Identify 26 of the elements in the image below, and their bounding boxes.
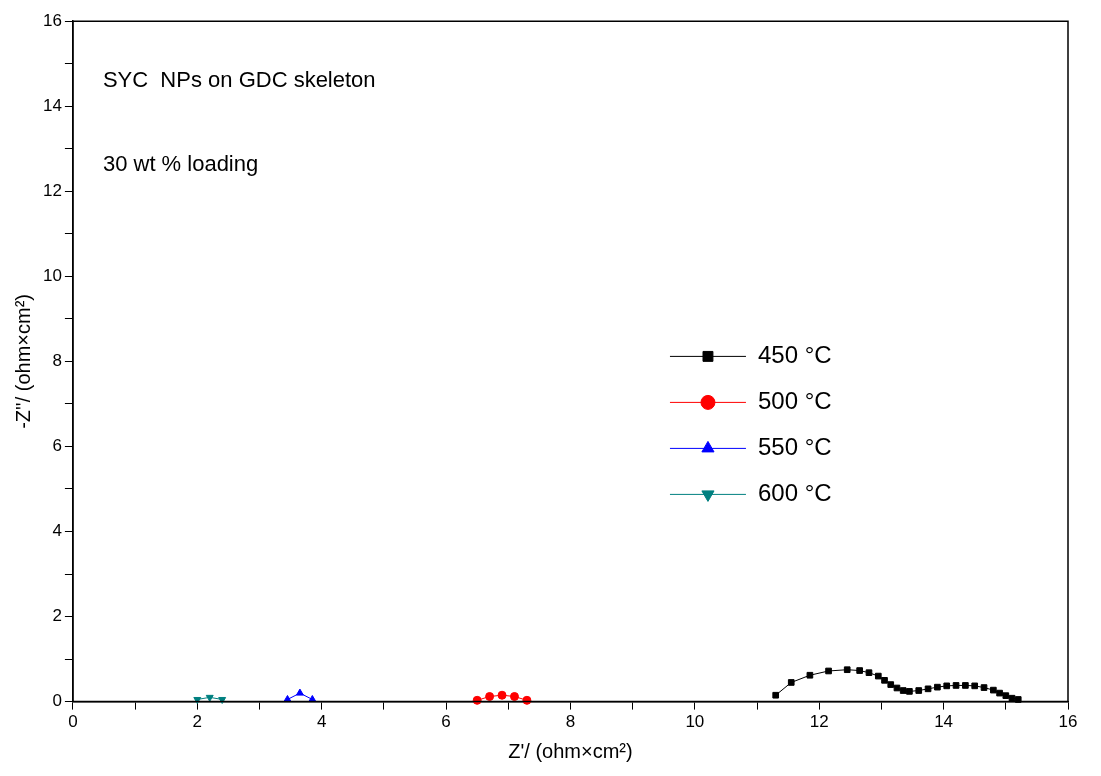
annotation: 30 wt % loading (102, 151, 259, 177)
y-tick-label: 10 (42, 266, 62, 286)
y-tick-label: 14 (42, 95, 62, 115)
legend-label: 550 °C (757, 433, 832, 461)
y-tick-label: 4 (52, 521, 62, 541)
x-tick-label: 14 (934, 712, 954, 732)
x-tick-label: 12 (809, 712, 829, 732)
x-tick-label: 16 (1058, 712, 1078, 732)
y-tick-label: 2 (52, 606, 62, 626)
x-tick-label: 6 (441, 712, 451, 732)
x-tick-label: 10 (685, 712, 705, 732)
y-axis-title: -Z''/ (ohm×cm²) (11, 293, 34, 429)
x-tick-label: 4 (316, 712, 327, 732)
y-tick-label: 0 (52, 691, 62, 711)
x-tick-label: 0 (68, 712, 78, 732)
x-tick-label: 8 (565, 712, 576, 732)
legend-label: 600 °C (757, 479, 832, 507)
legend-label: 450 °C (757, 341, 832, 369)
y-tick-label: 6 (52, 436, 62, 456)
y-tick-label: 12 (42, 180, 62, 200)
x-axis-title: Z'/ (ohm×cm²) (508, 739, 633, 762)
annotation: SYC NPs on GDC skeleton (102, 67, 376, 93)
x-tick-label: 2 (192, 712, 203, 732)
y-tick-label: 16 (42, 10, 62, 30)
legend-label: 500 °C (757, 387, 832, 415)
y-tick-label: 8 (52, 351, 62, 371)
